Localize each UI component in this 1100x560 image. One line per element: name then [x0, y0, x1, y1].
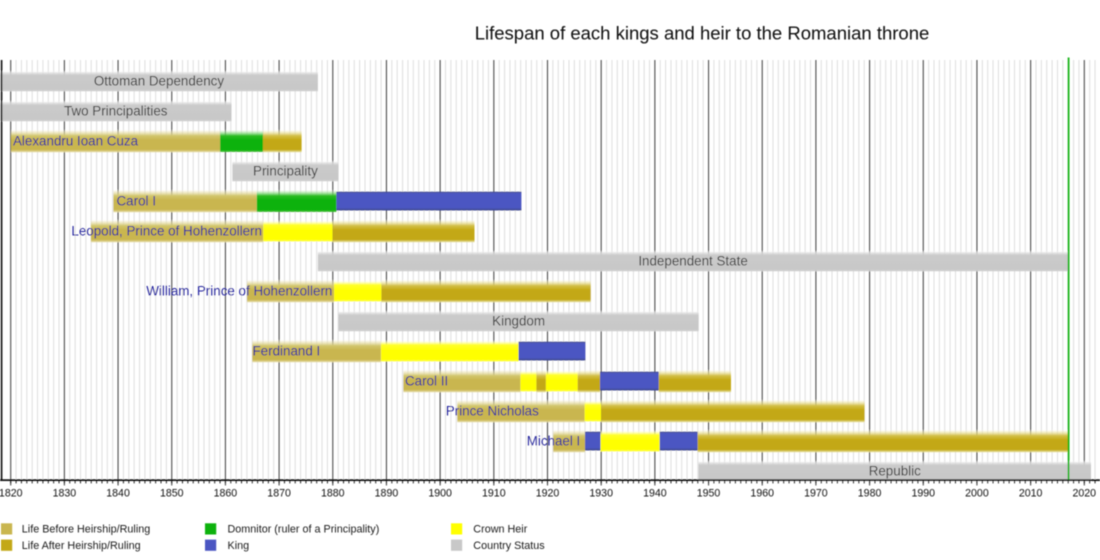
svg-text:King: King — [228, 540, 250, 552]
svg-text:William, Prince of Hohenzoller: William, Prince of Hohenzollern — [146, 284, 332, 299]
svg-text:1910: 1910 — [482, 487, 506, 499]
svg-text:Kingdom: Kingdom — [492, 314, 545, 329]
svg-text:1990: 1990 — [911, 487, 935, 499]
svg-text:1850: 1850 — [160, 487, 184, 499]
svg-text:1830: 1830 — [53, 487, 77, 499]
svg-text:Ferdinand I: Ferdinand I — [253, 344, 321, 359]
svg-text:1940: 1940 — [643, 487, 667, 499]
svg-text:Country Status: Country Status — [473, 540, 545, 552]
svg-text:2010: 2010 — [1019, 487, 1043, 499]
svg-text:Life Before Heirship/Ruling: Life Before Heirship/Ruling — [22, 524, 150, 536]
svg-text:1870: 1870 — [267, 487, 291, 499]
svg-text:Two Principalities: Two Principalities — [64, 104, 168, 119]
svg-text:Crown Heir: Crown Heir — [473, 524, 527, 536]
svg-text:1900: 1900 — [428, 487, 452, 499]
svg-text:1880: 1880 — [321, 487, 345, 499]
svg-text:Prince Nicholas: Prince Nicholas — [446, 404, 539, 419]
svg-text:1890: 1890 — [375, 487, 399, 499]
svg-text:Ottoman Dependency: Ottoman Dependency — [94, 74, 225, 89]
svg-text:Carol I: Carol I — [117, 194, 156, 209]
svg-text:Leopold, Prince of Hohenzoller: Leopold, Prince of Hohenzollern — [71, 224, 262, 239]
svg-text:1840: 1840 — [106, 487, 130, 499]
svg-text:1960: 1960 — [750, 487, 774, 499]
svg-text:1950: 1950 — [697, 487, 721, 499]
svg-text:Republic: Republic — [869, 464, 921, 479]
svg-text:Alexandru Ioan Cuza: Alexandru Ioan Cuza — [13, 134, 139, 149]
svg-text:Michael I: Michael I — [527, 434, 581, 449]
svg-text:1980: 1980 — [858, 487, 882, 499]
svg-text:Independent State: Independent State — [638, 254, 747, 269]
svg-text:Principality: Principality — [253, 164, 318, 179]
svg-text:Carol II: Carol II — [405, 374, 448, 389]
svg-text:2020: 2020 — [1073, 487, 1097, 499]
svg-text:1820: 1820 — [0, 487, 23, 499]
svg-text:Lifespan of each kings and hei: Lifespan of each kings and heir to the R… — [475, 22, 930, 43]
svg-text:Domnitor (ruler of a Principal: Domnitor (ruler of a Principality) — [228, 524, 380, 536]
svg-text:Life After Heirship/Ruling: Life After Heirship/Ruling — [22, 540, 141, 552]
svg-text:1930: 1930 — [589, 487, 613, 499]
svg-text:1970: 1970 — [804, 487, 828, 499]
svg-text:2000: 2000 — [965, 487, 989, 499]
svg-text:1920: 1920 — [536, 487, 560, 499]
svg-text:1860: 1860 — [214, 487, 238, 499]
